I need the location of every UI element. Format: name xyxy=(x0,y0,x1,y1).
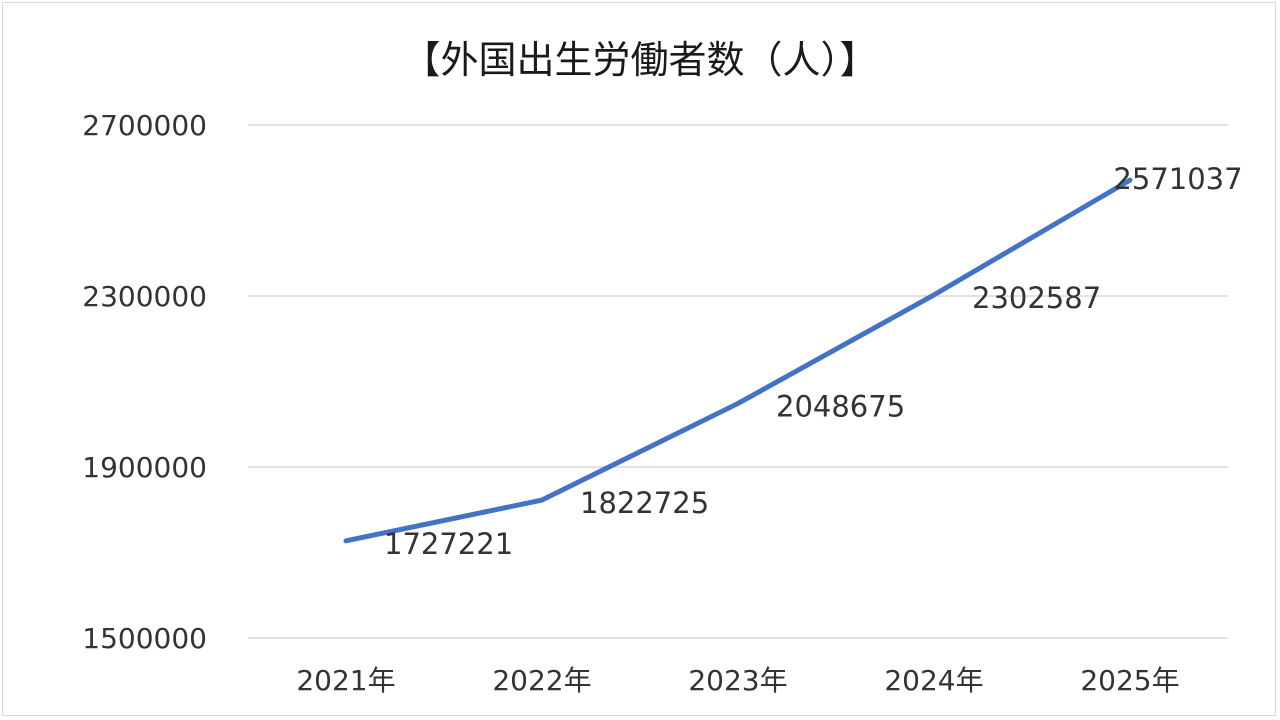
data-label: 2302587 xyxy=(972,281,1101,315)
x-tick-label: 2021年 xyxy=(296,664,395,697)
y-tick-label: 2300000 xyxy=(82,280,207,313)
y-tick-label: 1900000 xyxy=(82,451,207,484)
x-tick-label: 2025年 xyxy=(1080,664,1179,697)
data-line xyxy=(343,177,1133,544)
data-label: 2571037 xyxy=(1113,162,1242,196)
y-tick-label: 2700000 xyxy=(82,109,207,142)
data-label: 2048675 xyxy=(776,389,905,423)
x-tick-label: 2024年 xyxy=(884,664,983,697)
data-label: 1822725 xyxy=(580,486,709,520)
x-tick-label: 2023年 xyxy=(688,664,787,697)
x-tick-label: 2022年 xyxy=(492,664,591,697)
data-label: 1727221 xyxy=(384,527,513,561)
chart-title: 【外国出生労働者数（人）】 xyxy=(402,38,877,82)
y-tick-label: 1500000 xyxy=(82,622,207,655)
